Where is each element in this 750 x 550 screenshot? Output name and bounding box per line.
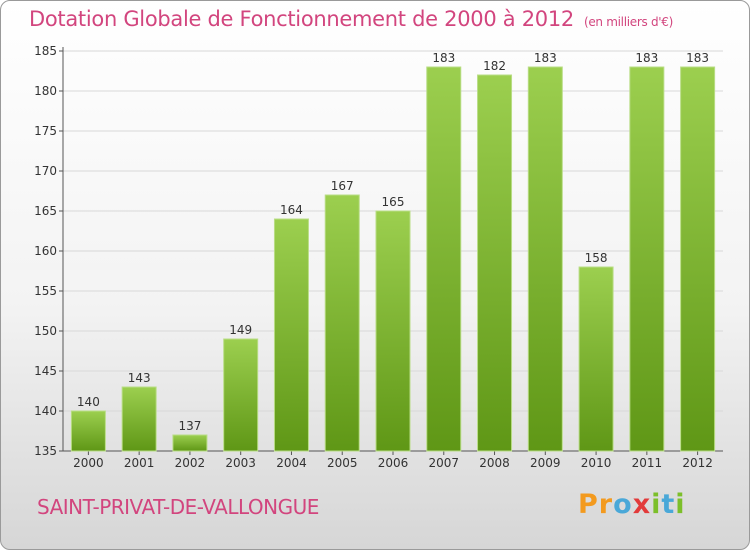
logo-letter: t xyxy=(661,489,676,520)
data-labels: 140 143 137 149 164 167 165 183 182 183 158 183 183 xyxy=(77,51,709,433)
data-label-2006: 165 xyxy=(382,195,405,209)
y-tick-label: 165 xyxy=(34,204,57,218)
data-label-2002: 137 xyxy=(178,419,201,433)
data-label-2011: 183 xyxy=(635,51,658,65)
bar-2000 xyxy=(70,410,106,452)
x-tick-label-2011: 2011 xyxy=(632,456,663,470)
x-tick-label-2002: 2002 xyxy=(175,456,206,470)
y-tick-label: 155 xyxy=(34,284,57,298)
bar-2005 xyxy=(324,194,360,452)
proxiti-logo: Proxiti xyxy=(578,489,686,520)
logo-letter: i xyxy=(651,489,662,520)
x-tick-label-2007: 2007 xyxy=(428,456,459,470)
title-text: Dotation Globale de Fonctionnement de 20… xyxy=(29,7,574,31)
data-label-2003: 149 xyxy=(229,323,252,337)
x-tick-label-2008: 2008 xyxy=(479,456,510,470)
data-label-2000: 140 xyxy=(77,395,100,409)
y-tick-label: 150 xyxy=(34,324,57,338)
logo-letter: r xyxy=(598,489,614,520)
logo-letter: x xyxy=(632,489,652,520)
bar-2003 xyxy=(223,338,259,452)
y-tick-label: 170 xyxy=(34,164,57,178)
logo-letter: o xyxy=(613,489,633,520)
logo-letter: i xyxy=(675,489,686,520)
x-tick-label-2012: 2012 xyxy=(682,456,713,470)
y-tick-label: 140 xyxy=(34,404,57,418)
bar-2007 xyxy=(426,66,462,452)
bar-2011 xyxy=(629,66,665,452)
bar-2001 xyxy=(121,386,157,452)
unit-note: (en milliers d'€) xyxy=(583,15,673,29)
y-tick-label: 185 xyxy=(34,44,57,58)
logo-letter: P xyxy=(578,489,599,520)
x-tick-label-2005: 2005 xyxy=(327,456,358,470)
y-tick-label: 145 xyxy=(34,364,57,378)
bar-2004 xyxy=(273,218,309,452)
x-tick-label-2010: 2010 xyxy=(581,456,612,470)
data-label-2007: 183 xyxy=(432,51,455,65)
y-tick-label: 135 xyxy=(34,444,57,458)
bar-2012 xyxy=(680,66,716,452)
x-tick-label-2000: 2000 xyxy=(73,456,104,470)
data-label-2005: 167 xyxy=(331,179,354,193)
x-tick-label-2004: 2004 xyxy=(276,456,307,470)
x-tick-label-2009: 2009 xyxy=(530,456,561,470)
y-tick-label: 160 xyxy=(34,244,57,258)
data-label-2001: 143 xyxy=(128,371,151,385)
bar-2008 xyxy=(477,74,513,452)
bar-2009 xyxy=(527,66,563,452)
data-label-2008: 182 xyxy=(483,59,506,73)
bar-2010 xyxy=(578,266,614,452)
x-tick-label-2003: 2003 xyxy=(225,456,256,470)
bars xyxy=(70,66,716,452)
bar-2002 xyxy=(172,434,208,452)
data-label-2012: 183 xyxy=(686,51,709,65)
x-tick-label-2001: 2001 xyxy=(124,456,155,470)
town-name: SAINT-PRIVAT-DE-VALLONGUE xyxy=(37,495,319,519)
x-tick-label-2006: 2006 xyxy=(378,456,409,470)
data-label-2010: 158 xyxy=(585,251,608,265)
data-label-2004: 164 xyxy=(280,203,303,217)
y-tick-label: 180 xyxy=(34,84,57,98)
bar-2006 xyxy=(375,210,411,452)
chart-title: Dotation Globale de Fonctionnement de 20… xyxy=(29,7,673,31)
y-tick-label: 175 xyxy=(34,124,57,138)
data-label-2009: 183 xyxy=(534,51,557,65)
